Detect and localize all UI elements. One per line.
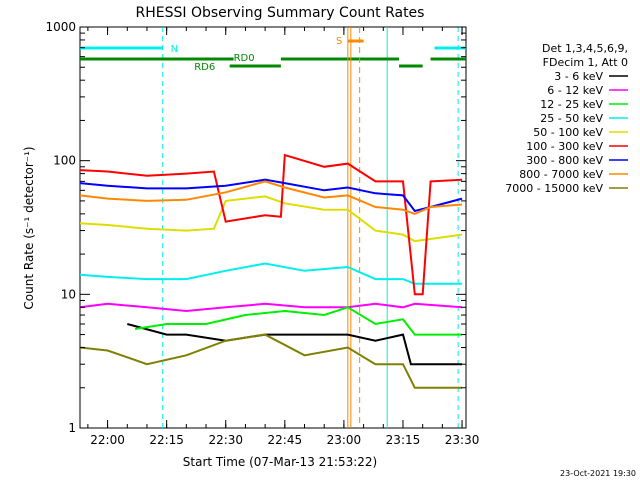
legend-label: 50 - 100 keV xyxy=(533,126,603,139)
series-line-1 xyxy=(79,302,463,313)
legend-label: 25 - 50 keV xyxy=(540,112,603,125)
x-axis-label: Start Time (07-Mar-13 21:53:22) xyxy=(183,455,377,469)
axes: 1 10 100 1000 22:00 22:15 22:30 22:45 23:00 23:15… xyxy=(45,20,479,447)
legend-label: 12 - 25 keV xyxy=(540,98,603,111)
x-tick-label: 22:15 xyxy=(149,433,184,447)
legend-label: 3 - 6 keV xyxy=(554,70,603,83)
series-line-6 xyxy=(79,178,463,213)
series-line-2 xyxy=(134,306,463,336)
flag-n-label: N xyxy=(171,44,178,55)
legend-label: 100 - 300 keV xyxy=(526,140,603,153)
series-line-8 xyxy=(79,333,463,389)
chart-title: RHESSI Observing Summary Count Rates xyxy=(136,5,425,21)
series-line-4 xyxy=(79,195,463,243)
plot-border xyxy=(79,26,467,429)
series-line-0 xyxy=(127,323,463,366)
timestamp-label: 23-Oct-2021 19:30 xyxy=(560,469,636,478)
x-tick-label: 22:45 xyxy=(268,433,303,447)
legend-header-line2: FDecim 1, Att 0 xyxy=(543,56,628,69)
series-line-7 xyxy=(79,180,463,215)
legend: Det 1,3,4,5,6,9, FDecim 1, Att 0 3 - 6 k… xyxy=(505,42,628,195)
legend-header-line1: Det 1,3,4,5,6,9, xyxy=(542,42,628,55)
plot-frame xyxy=(79,26,467,429)
series-layer xyxy=(79,153,463,389)
series-line-3 xyxy=(79,262,463,285)
flag-s-label: S xyxy=(336,36,342,47)
legend-label: 300 - 800 keV xyxy=(526,154,603,167)
x-tick-label: 22:00 xyxy=(90,433,125,447)
flag-rd6-label: RD6 xyxy=(194,62,215,73)
series-line-5 xyxy=(79,153,463,296)
x-tick-label: 23:15 xyxy=(386,433,421,447)
x-tick-label: 23:00 xyxy=(327,433,362,447)
legend-label: 7000 - 15000 keV xyxy=(505,182,603,195)
flag-rd0-label: RD0 xyxy=(234,53,255,64)
y-axis-label: Count Rate (s⁻¹ detector⁻¹) xyxy=(22,146,36,309)
y-tick-label: 1000 xyxy=(45,20,76,34)
x-tick-label: 23:30 xyxy=(445,433,480,447)
legend-label: 6 - 12 keV xyxy=(547,84,603,97)
y-tick-label: 1 xyxy=(68,421,76,435)
legend-label: 800 - 7000 keV xyxy=(519,168,603,181)
y-tick-label: 10 xyxy=(61,287,76,301)
x-tick-label: 22:30 xyxy=(208,433,243,447)
y-tick-label: 100 xyxy=(53,154,76,168)
